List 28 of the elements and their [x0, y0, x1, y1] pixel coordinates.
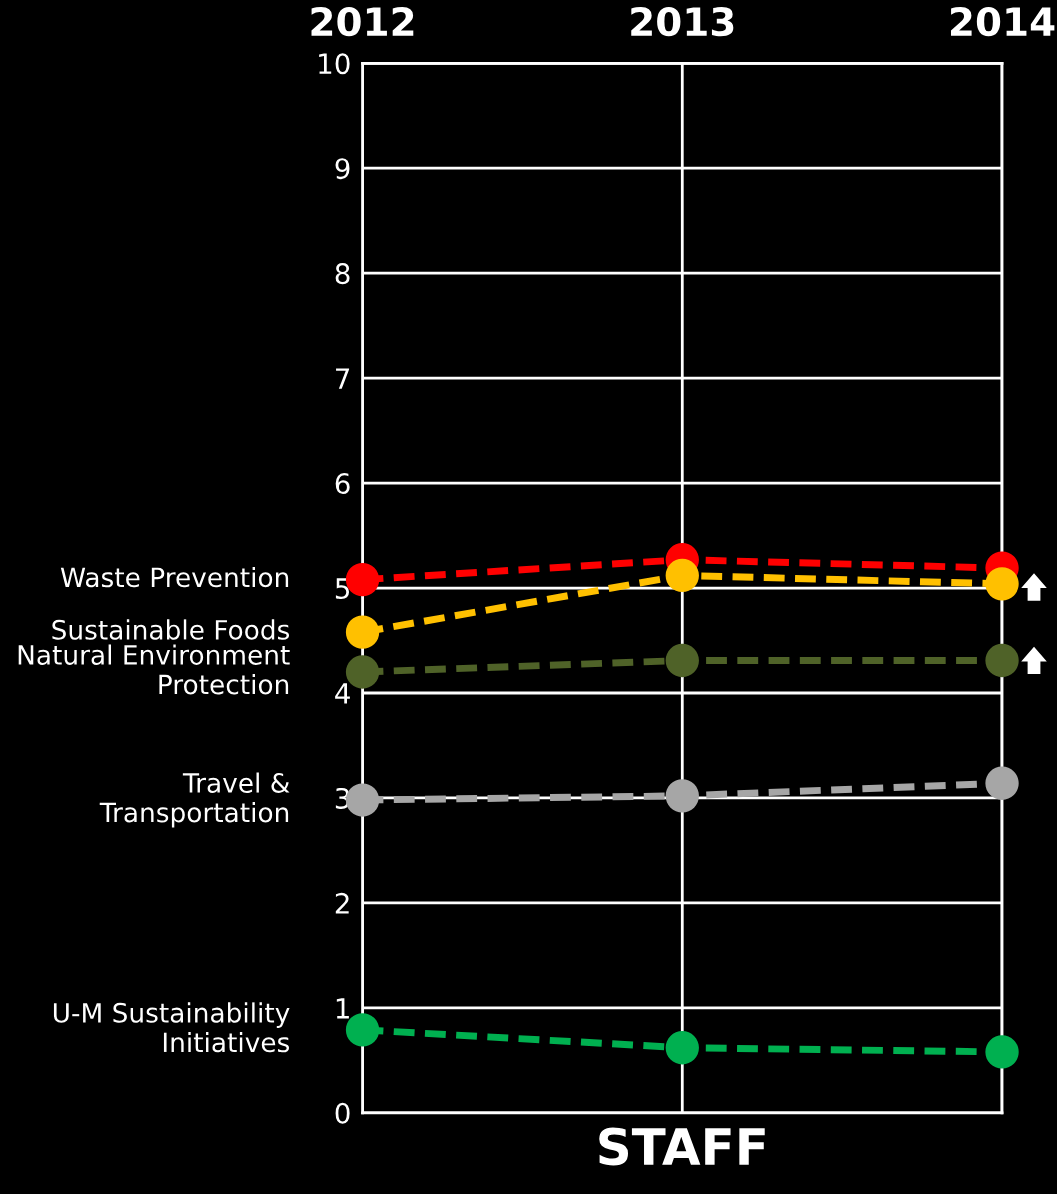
x-tick-label: 2012 — [311, 6, 414, 37]
y-tick-label: 1 — [336, 998, 349, 1019]
point — [665, 779, 699, 813]
x-tick-label: 2014 — [950, 6, 1055, 37]
point — [345, 615, 380, 649]
y-tick-label: 10 — [319, 53, 350, 75]
point — [665, 643, 699, 678]
point — [665, 558, 699, 593]
y-tick-label: 2 — [335, 892, 349, 914]
text: U-M Sustainability Initiatives — [53, 1002, 290, 1053]
point — [665, 1031, 699, 1065]
y-tick-label: 4 — [335, 683, 350, 704]
y-tick-label: 5 — [335, 578, 350, 599]
point — [985, 1035, 1019, 1069]
point — [985, 766, 1019, 800]
y-tick-label: 0 — [335, 1102, 350, 1124]
text: Natural Environment Protection — [18, 644, 290, 695]
text: Sustainable Foods — [52, 619, 290, 640]
y-tick-label: 9 — [335, 158, 350, 180]
y-tick-label: 8 — [335, 263, 350, 285]
x-axis-title: STAFF — [599, 1127, 765, 1166]
y-tick-label: 6 — [335, 473, 350, 495]
y-tick-label: 7 — [336, 368, 350, 389]
point — [985, 643, 1019, 678]
text: Waste Prevention — [60, 566, 289, 588]
x-tick-label: 2013 — [631, 6, 734, 37]
point — [985, 567, 1019, 601]
text: Travel & Transportation — [99, 772, 290, 828]
